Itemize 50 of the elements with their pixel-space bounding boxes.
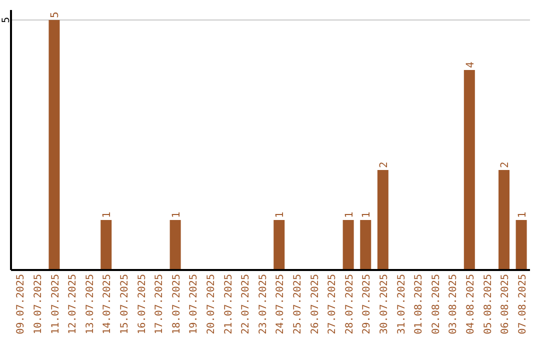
x-tick-label: 02.08.2025 (430, 274, 442, 334)
x-tick-label: 28.07.2025 (344, 274, 356, 334)
data-label: 2 (378, 162, 390, 168)
x-tick-label: 21.07.2025 (223, 274, 234, 334)
bar (464, 70, 475, 270)
x-tick-label: 15.07.2025 (119, 274, 130, 334)
bar (48, 20, 60, 270)
x-tick-label: 07.08.2025 (517, 274, 528, 334)
x-tick-label: 10.07.2025 (32, 274, 44, 334)
x-tick-label: 03.08.2025 (448, 274, 460, 334)
data-label: 1 (170, 212, 182, 218)
x-tick-label: 23.07.2025 (258, 274, 269, 334)
x-tick-label: 12.07.2025 (68, 274, 79, 334)
x-tick-label: 20.07.2025 (206, 274, 217, 334)
x-tick-label: 17.07.2025 (154, 274, 166, 334)
x-tick-label: 31.07.2025 (396, 274, 408, 334)
data-label: 1 (274, 212, 286, 218)
bar (342, 220, 354, 270)
x-tick-label: 19.07.2025 (188, 274, 200, 334)
x-tick-label: 29.07.2025 (362, 274, 373, 334)
bar (100, 220, 112, 270)
x-tick-label: 22.07.2025 (240, 274, 252, 334)
data-label: 1 (101, 212, 114, 218)
bar (274, 220, 285, 270)
x-tick-label: 30.07.2025 (378, 274, 390, 334)
x-tick-label: 06.08.2025 (500, 274, 512, 334)
x-tick-label: 09.07.2025 (16, 274, 27, 334)
x-tick-label: 27.07.2025 (327, 274, 338, 334)
data-label: 5 (49, 12, 62, 18)
data-label: 1 (360, 212, 373, 218)
x-tick-label: 24.07.2025 (275, 274, 286, 334)
x-tick-label: 25.07.2025 (292, 274, 304, 334)
bar (377, 170, 388, 270)
bar (516, 220, 527, 270)
data-label: 1 (343, 212, 356, 218)
bar (170, 220, 181, 270)
x-tick-label: 05.08.2025 (482, 274, 494, 334)
x-tick-label: 11.07.2025 (50, 274, 62, 334)
x-tick-label: 04.08.2025 (465, 274, 476, 334)
x-tick-label: 26.07.2025 (310, 274, 321, 334)
bar (498, 170, 510, 270)
data-label: 2 (499, 162, 512, 168)
x-tick-label: 18.07.2025 (171, 274, 182, 334)
bar (360, 220, 372, 270)
x-tick-label: 13.07.2025 (84, 274, 96, 334)
data-label: 4 (464, 62, 476, 68)
data-label: 1 (516, 212, 528, 218)
x-tick-label: 16.07.2025 (136, 274, 148, 334)
x-tick-label: 01.08.2025 (414, 274, 425, 334)
x-tick-label: 14.07.2025 (102, 274, 114, 334)
